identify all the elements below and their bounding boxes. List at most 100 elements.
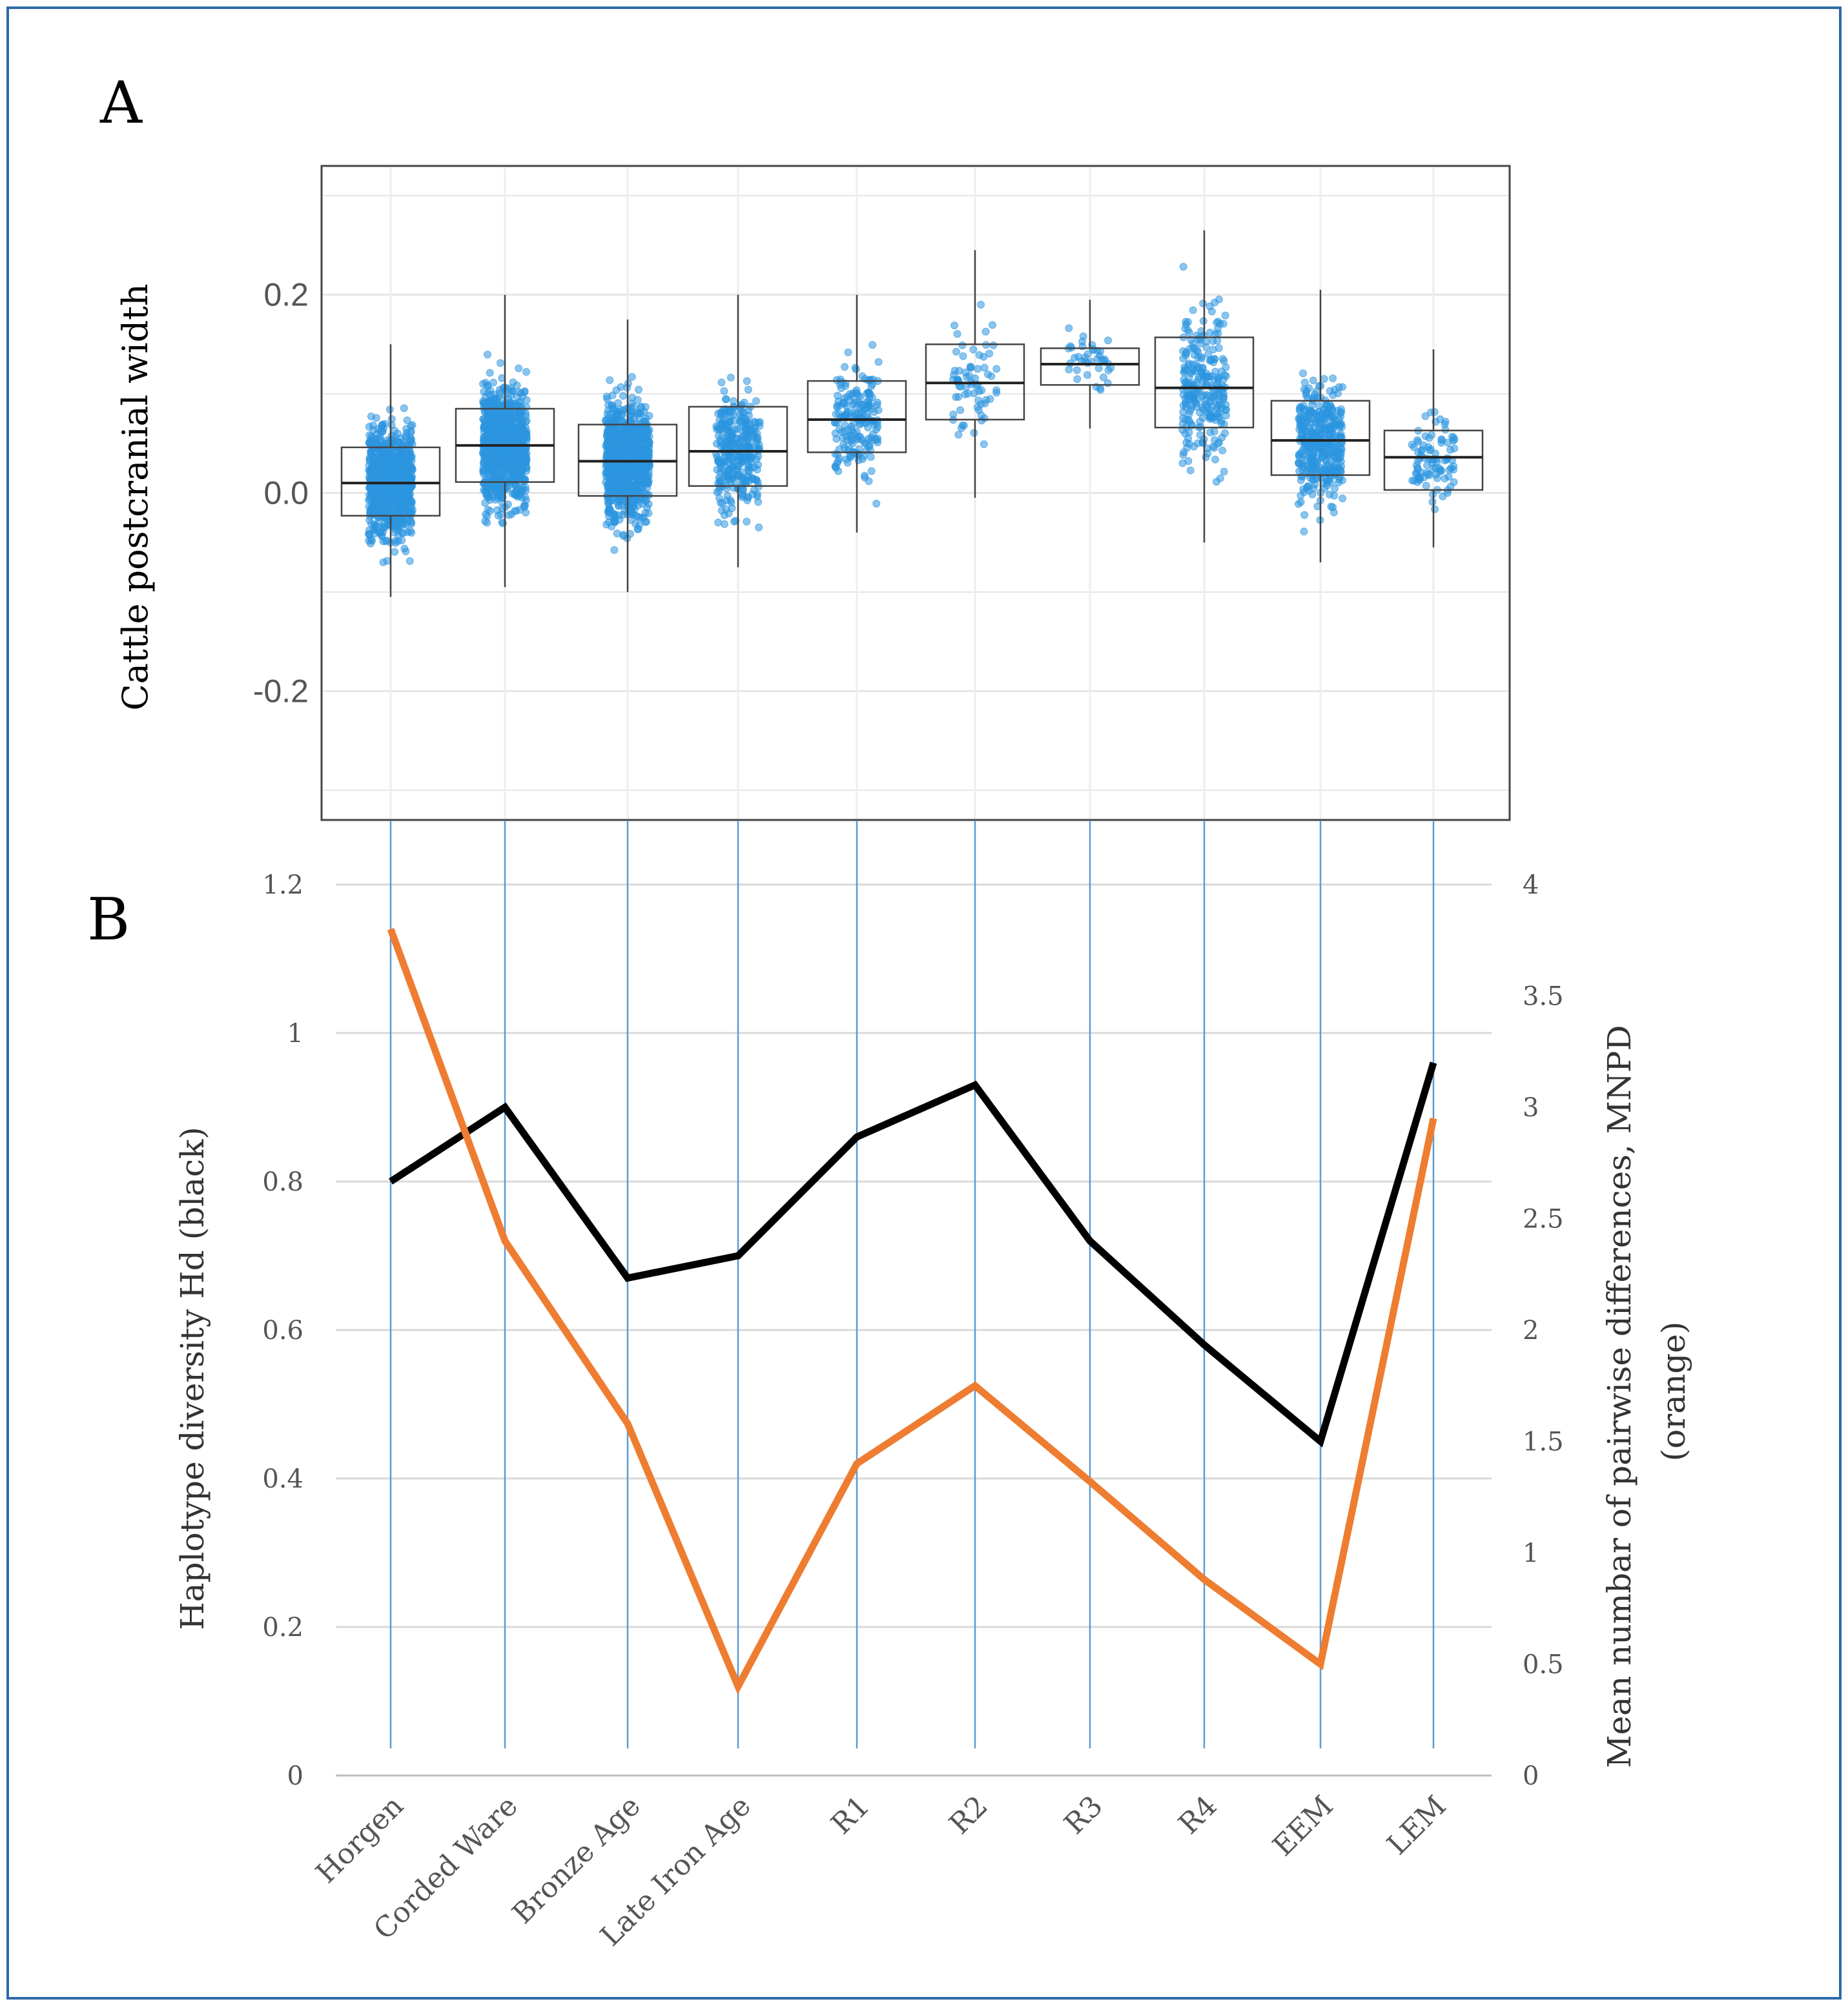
data-point [1199,300,1207,307]
data-point [987,372,996,380]
data-point [1324,449,1333,457]
data-point [854,449,862,458]
data-point [1298,465,1306,473]
data-point [1184,318,1192,326]
data-point [1433,458,1441,467]
data-point [508,489,517,498]
data-point [1424,470,1433,478]
data-point [1450,436,1457,445]
data-point [1320,374,1328,383]
data-point [484,351,491,359]
data-point [721,458,730,466]
data-point [520,387,529,395]
data-point [989,321,996,329]
data-point [504,436,513,445]
data-point [734,425,742,433]
data-point [1185,329,1193,337]
data-point [1210,392,1218,400]
data-point [1182,403,1190,411]
left-tick-label: 1 [287,1019,303,1049]
data-point [520,457,529,466]
data-point [389,467,397,476]
data-point [496,423,504,431]
data-point [604,499,612,507]
data-point [1329,374,1337,382]
data-point [874,358,883,366]
data-point [1186,466,1195,475]
data-point [1211,455,1219,464]
data-point [1096,352,1104,360]
data-point [407,427,415,435]
data-point [1221,429,1229,437]
data-point [1426,446,1433,455]
data-point [1186,345,1194,353]
data-point [1209,442,1217,451]
data-point [1326,491,1334,498]
data-point [832,435,841,443]
data-point [633,396,642,404]
data-point [391,539,400,547]
right-tick-label: 1 [1523,1539,1539,1568]
data-point [743,377,751,385]
data-point [1422,482,1430,490]
data-point [403,506,411,514]
data-point [743,496,752,504]
data-point [730,477,739,486]
data-point [1071,354,1079,362]
data-point [1198,393,1206,400]
data-point [1334,455,1342,464]
data-point [393,429,402,438]
left-tick-label: 0.4 [262,1464,303,1494]
data-point [975,351,983,359]
figure-frame [6,6,1842,2000]
data-point [371,467,379,475]
data-point [616,473,624,481]
data-point [404,484,413,492]
data-point [374,425,382,433]
data-point [980,440,988,448]
data-point [515,364,523,373]
data-point [837,427,846,436]
data-point [730,411,738,419]
data-point [739,486,747,495]
data-point [1315,382,1323,390]
data-point [486,369,494,377]
data-point [377,447,385,455]
data-point [728,455,737,463]
data-point [404,491,412,500]
data-point [1299,369,1307,378]
data-point [755,523,763,531]
data-point [380,507,389,516]
right-tick-label: 0.5 [1523,1650,1564,1680]
data-point [849,420,857,428]
data-point [619,450,627,458]
data-point [746,438,754,446]
data-point [485,417,493,425]
data-point [365,537,373,545]
data-point [1295,458,1302,467]
data-point [1206,356,1215,364]
data-point [608,522,616,531]
data-point [861,471,869,480]
data-point [1299,451,1307,458]
data-point [1300,527,1308,536]
data-point [641,518,650,526]
data-point [497,359,504,367]
data-point [1309,484,1318,493]
data-point [952,347,960,356]
data-point [873,398,881,407]
data-point [624,447,633,455]
data-point [1297,498,1305,506]
data-point [1215,401,1223,409]
data-point [1309,376,1317,385]
data-point [1179,263,1187,271]
data-point [628,373,636,381]
data-point [637,495,646,504]
data-point [872,500,881,507]
data-point [735,471,744,479]
data-point [1220,357,1228,365]
data-point [484,506,492,514]
data-point [1437,466,1445,474]
data-point [1337,408,1346,416]
data-point [1194,439,1202,447]
